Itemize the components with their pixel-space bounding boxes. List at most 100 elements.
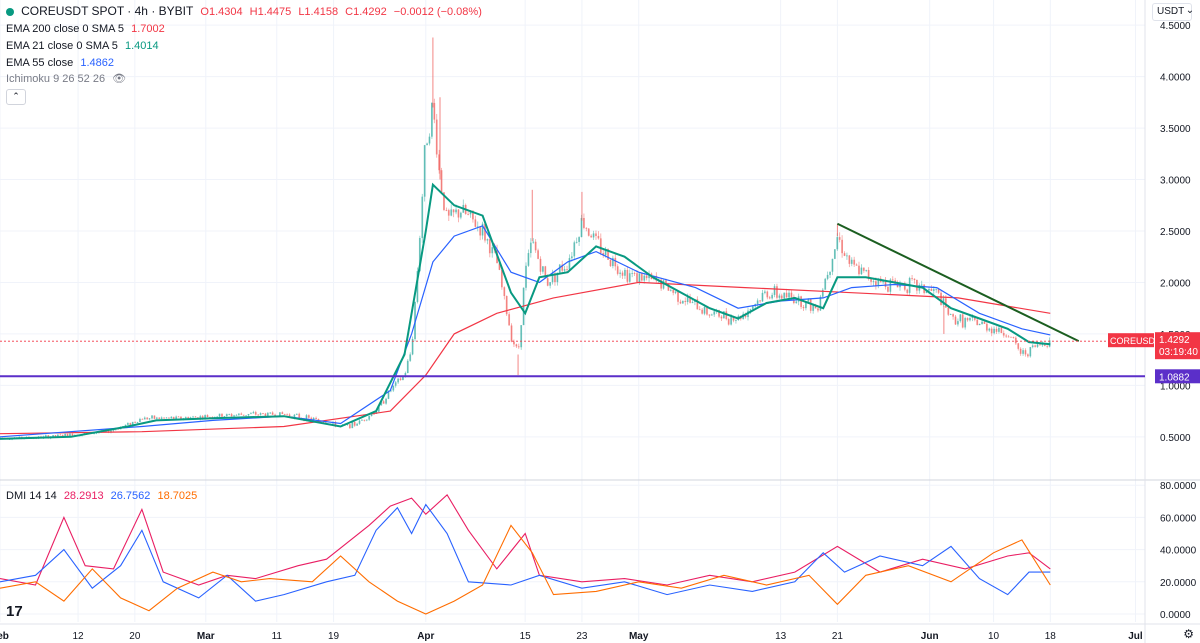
candle-body [525, 265, 527, 288]
collapse-legend-button[interactable]: ⌃ [6, 89, 26, 105]
ema21-legend[interactable]: EMA 21 close 0 SMA 5 1.4014 [6, 39, 163, 53]
candle-body [508, 314, 511, 326]
candle-body [674, 291, 677, 293]
candle-body [18, 436, 21, 438]
y-tick-label: 3.5000 [1160, 124, 1191, 135]
ema21-label: EMA 21 close 0 SMA 5 [6, 40, 118, 52]
candle-body [993, 328, 996, 334]
candle-body [539, 258, 542, 272]
candle-body [445, 209, 448, 211]
candle-body [1012, 337, 1015, 338]
candle-body [959, 314, 962, 322]
candle-body [402, 376, 404, 381]
candle-body [853, 259, 856, 265]
candle-body [307, 415, 310, 418]
candle-body [727, 319, 730, 325]
symbol-price-tag-text: COREUSDT [1110, 336, 1161, 346]
candle-body [990, 328, 993, 334]
candle-body [192, 416, 194, 418]
candle-body [447, 210, 450, 216]
symbol-title[interactable]: COREUSDT SPOT · 4h · BYBIT [21, 4, 194, 18]
candle-body [570, 256, 573, 259]
dmi-y-tick-label: 20.0000 [1160, 578, 1197, 589]
candle-body [358, 420, 361, 424]
candle-body [259, 413, 262, 415]
candle-body [353, 421, 356, 426]
candle-body [532, 241, 535, 243]
x-tick-label: Mar [197, 631, 215, 642]
candle-body [520, 325, 523, 348]
gear-icon[interactable]: ⚙ [1183, 627, 1194, 641]
candle-body [614, 257, 617, 267]
candle-body [872, 281, 875, 282]
ema55-legend[interactable]: EMA 55 close 1.4862 [6, 56, 118, 70]
candle-body [749, 309, 752, 311]
candle-body [168, 417, 170, 419]
candle-body [583, 218, 585, 228]
candle-body [691, 302, 694, 303]
candle-body [61, 435, 64, 437]
candle-body [638, 273, 641, 283]
trendline [836, 222, 1080, 343]
candle-body [529, 242, 532, 254]
candle-body [957, 321, 959, 325]
candle-body [479, 226, 482, 236]
x-tick-label: Apr [417, 631, 434, 642]
candle-body [981, 321, 983, 324]
candle-body [435, 119, 438, 155]
x-tick-label: 10 [988, 631, 1000, 642]
candle-body [566, 269, 568, 270]
candle-body [805, 301, 807, 309]
candle-body [891, 279, 894, 281]
candle-body [802, 306, 805, 309]
y-tick-label: 3.0000 [1160, 176, 1191, 187]
candle-body [1043, 343, 1046, 346]
candle-body [163, 417, 165, 419]
candle-body [1000, 327, 1003, 334]
candle-body [609, 259, 612, 267]
countdown-text: 03:19:40 [1159, 347, 1198, 358]
candle-body [500, 269, 503, 288]
candle-body [503, 287, 506, 297]
dmi-series-line-0 [0, 494, 1051, 586]
tradingview-logo-icon[interactable]: 17 [6, 603, 23, 620]
candle-body [595, 233, 597, 236]
candle-body [459, 212, 462, 218]
candle-body [684, 300, 687, 302]
candle-body [698, 309, 701, 311]
eye-hidden-icon[interactable]: 👁 [112, 73, 127, 85]
candle-body [71, 433, 74, 437]
candle-body [295, 413, 298, 415]
candle-body [983, 321, 986, 324]
ema200-legend[interactable]: EMA 200 close 0 SMA 5 1.7002 [6, 22, 169, 36]
candle-body [421, 196, 424, 238]
candle-body [597, 235, 600, 239]
dmi-legend[interactable]: DMI 14 14 28.2913 26.7562 18.7025 [6, 489, 201, 503]
candle-body [1034, 345, 1037, 347]
candle-body [896, 283, 899, 288]
candle-body [558, 264, 561, 273]
candle-body [788, 292, 790, 298]
candle-body [870, 278, 872, 282]
candle-body [370, 413, 373, 417]
candle-body [949, 314, 952, 315]
candle-body [640, 273, 643, 281]
candle-body [862, 267, 865, 271]
candle-body [809, 298, 812, 311]
candle-body [703, 306, 706, 314]
currency-selector[interactable]: USDT [1152, 3, 1192, 21]
ichimoku-legend[interactable]: Ichimoku 9 26 52 26 👁 [6, 72, 130, 86]
candle-body [624, 269, 626, 276]
candle-body [542, 266, 544, 272]
candle-body [812, 305, 815, 311]
candle-body [95, 432, 98, 434]
support-price-text: 1.0882 [1159, 372, 1190, 383]
candle-body [607, 249, 609, 260]
x-tick-label: Jun [921, 631, 939, 642]
candle-body [274, 414, 276, 416]
chevron-down-icon[interactable]: ⌄ [1185, 5, 1195, 16]
candle-body [824, 278, 827, 290]
candle-body [628, 273, 631, 282]
candle-body [759, 300, 761, 302]
